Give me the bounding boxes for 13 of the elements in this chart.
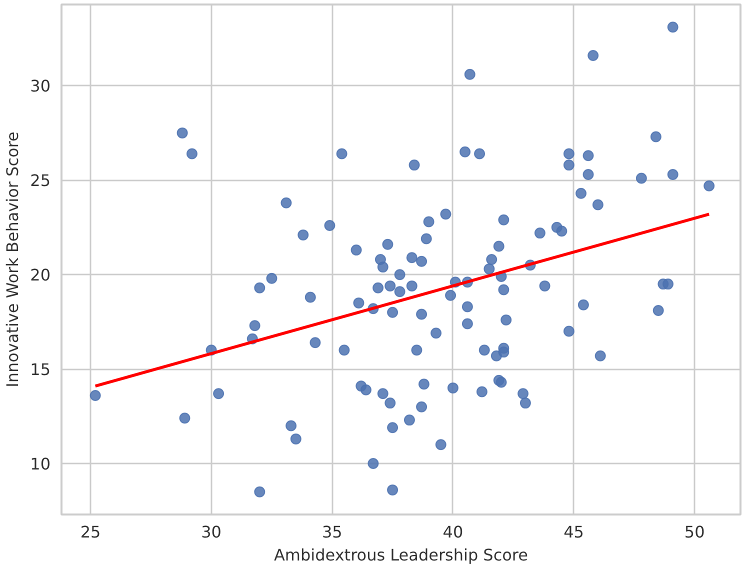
y-tick-label: 25: [30, 171, 50, 190]
x-axis-title: Ambidextrous Leadership Score: [274, 546, 528, 564]
y-tick-label: 10: [30, 454, 50, 474]
x-tick-label: 50: [684, 522, 705, 542]
y-axis-title: Innovative Work Behavior Score: [3, 132, 22, 388]
x-tick-label: 25: [80, 522, 101, 542]
y-tick-label: 15: [30, 360, 50, 380]
x-tick-label: 35: [322, 522, 342, 542]
y-tick-label: 30: [30, 76, 50, 96]
x-tick-label: 45: [564, 522, 584, 542]
x-tick-label: 40: [442, 522, 464, 542]
x-tick-label: 30: [201, 522, 222, 542]
y-tick-label: 20: [30, 266, 50, 285]
